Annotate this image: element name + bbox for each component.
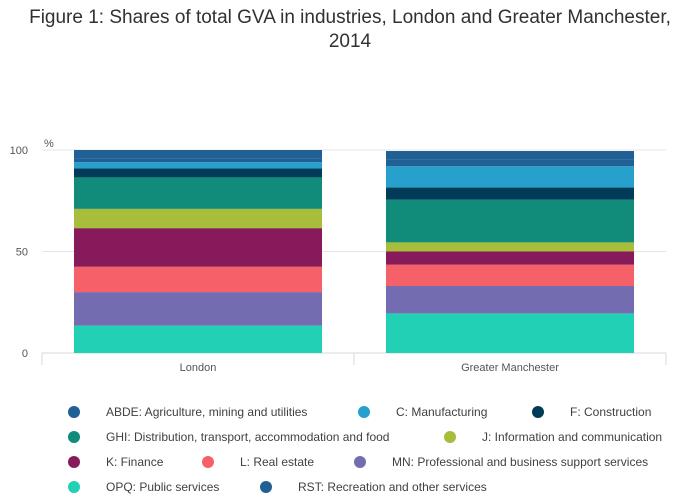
bar-segment[interactable] [73,168,323,178]
legend-label: F: Construction [570,405,651,419]
x-tick-label: Greater Manchester [461,362,559,374]
bar-segment[interactable] [385,187,635,200]
y-tick-label: 50 [16,247,28,259]
bar-segment[interactable] [73,177,323,209]
legend-marker [202,456,214,468]
legend-label: J: Information and communication [482,430,662,444]
bar-segment[interactable] [73,325,323,353]
bar-segment[interactable] [385,151,635,160]
bar-segment[interactable] [73,266,323,293]
y-axis-label: % [44,138,54,150]
y-tick-label: 0 [22,348,28,360]
legend-label: MN: Professional and business support se… [392,455,648,469]
legend-marker [260,481,272,493]
legend-marker [358,406,370,418]
chart-title: Figure 1: Shares of total GVA in industr… [29,7,671,52]
legend-label: L: Real estate [240,455,314,469]
legend-marker [532,406,544,418]
bar-segment[interactable] [73,208,323,229]
bar-segment[interactable] [385,166,635,188]
bar-segment[interactable] [73,150,323,159]
bar-segment[interactable] [385,286,635,314]
bar-segment[interactable] [385,251,635,265]
legend-label: K: Finance [106,455,164,469]
bar-segment[interactable] [385,199,635,243]
y-tick-label: 100 [10,145,28,157]
legend-marker [68,406,80,418]
legend-label: GHI: Distribution, transport, accommodat… [106,430,389,444]
bar-segment[interactable] [385,313,635,353]
bar-segment[interactable] [73,158,323,163]
legend-label: C: Manufacturing [396,405,487,419]
legend-marker [444,431,456,443]
legend-marker [354,456,366,468]
legend-label: RST: Recreation and other services [298,480,487,494]
legend-marker [68,456,80,468]
bar-segment[interactable] [73,292,323,326]
bar-segment[interactable] [385,159,635,167]
bar-segment[interactable] [385,264,635,287]
bar-segment[interactable] [73,228,323,267]
bar-segment[interactable] [73,162,323,169]
legend-marker [68,431,80,443]
bar-segment[interactable] [385,242,635,252]
legend-label: ABDE: Agriculture, mining and utilities [106,405,307,419]
legend-marker [68,481,80,493]
x-tick-label: London [180,362,217,374]
legend-label: OPQ: Public services [106,480,219,494]
